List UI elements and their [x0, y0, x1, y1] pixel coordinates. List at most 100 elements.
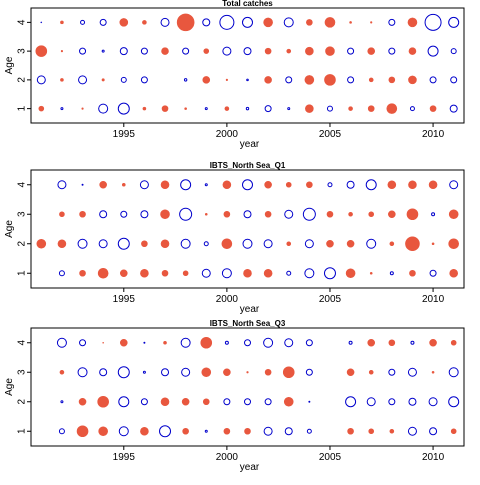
bubble-negative	[221, 268, 232, 279]
bubble-positive	[388, 210, 396, 219]
bubble-negative	[79, 339, 87, 347]
bubble-negative	[448, 396, 460, 408]
bubble-negative	[283, 17, 294, 28]
bubble-positive	[263, 268, 273, 278]
bubble-negative	[140, 76, 148, 84]
x-tick-label: 2010	[422, 452, 445, 463]
bubble-positive	[348, 106, 353, 111]
bubble-positive	[97, 395, 109, 408]
bubble-negative	[60, 107, 64, 111]
bubble-negative	[450, 48, 457, 55]
bubble-negative	[346, 180, 355, 189]
bubble-negative	[264, 398, 272, 406]
bubble-negative	[305, 368, 313, 376]
bubble-negative	[98, 103, 109, 114]
bubble-negative	[202, 18, 211, 27]
bubble-positive	[204, 212, 208, 216]
bubble-negative	[161, 368, 170, 377]
bubble-positive	[140, 268, 149, 278]
bubble-negative	[409, 106, 415, 112]
bubble-positive	[285, 181, 292, 188]
bubble-positive	[223, 427, 231, 435]
x-tick-label: 1995	[113, 294, 136, 305]
bubble-negative	[429, 427, 438, 436]
bubble-positive	[243, 268, 252, 278]
bubble-positive	[121, 182, 126, 187]
bubble-positive	[264, 368, 272, 376]
bubble-positive	[326, 210, 334, 218]
bubble-negative	[427, 45, 439, 57]
bubble-negative	[98, 239, 108, 249]
bubble-negative	[429, 76, 437, 84]
bubble-positive	[306, 181, 313, 189]
bubble-positive	[35, 45, 48, 57]
bubble-positive	[182, 427, 189, 435]
bubble-positive	[428, 180, 438, 190]
bubble-positive	[305, 104, 314, 113]
chart-title: IBTS_North Sea_Q1	[210, 161, 286, 170]
bubble-negative	[327, 182, 333, 188]
bubble-positive	[142, 106, 147, 111]
bubble-positive	[161, 105, 169, 112]
bubble-positive	[367, 338, 376, 347]
bubble-negative	[388, 18, 396, 26]
bubble-negative	[243, 47, 252, 56]
bubble-negative	[305, 339, 313, 347]
bubble-positive	[347, 427, 354, 435]
bubble-positive	[406, 208, 419, 221]
bubble-positive	[161, 269, 169, 277]
bubble-positive	[182, 270, 189, 277]
bubble-positive	[349, 21, 352, 24]
bubble-negative	[302, 207, 316, 221]
bubble-positive	[36, 238, 47, 249]
bubble-positive	[184, 107, 187, 110]
bubble-positive	[448, 238, 459, 250]
bubble-positive	[200, 336, 213, 349]
bubble-positive	[368, 369, 374, 375]
bubble-negative	[117, 366, 130, 379]
bubble-negative	[160, 17, 170, 27]
bubble-negative	[323, 267, 336, 280]
bubble-negative	[180, 179, 192, 191]
bubble-negative	[99, 210, 108, 219]
bubble-positive	[325, 46, 335, 56]
bubble-positive	[345, 268, 356, 279]
bubble-positive	[448, 209, 459, 220]
bubble-negative	[388, 47, 396, 55]
bubble-negative	[424, 13, 442, 31]
bubble-positive	[244, 427, 251, 435]
bubble-positive	[140, 426, 149, 436]
bubble-negative	[365, 179, 377, 191]
x-tick-label: 2005	[319, 452, 342, 463]
bubble-negative	[431, 212, 436, 217]
bubble-positive	[324, 17, 336, 28]
bubble-positive	[60, 20, 64, 25]
bubble-positive	[224, 106, 230, 111]
bubble-negative	[407, 367, 417, 377]
bubble-positive	[60, 50, 64, 53]
bubble-negative	[219, 14, 235, 30]
bubble-negative	[99, 18, 107, 26]
bubble-negative	[450, 76, 458, 84]
bubble-positive	[160, 209, 170, 220]
bubble-positive	[368, 428, 375, 435]
bubble-positive	[389, 428, 395, 434]
bubble-negative	[389, 271, 394, 276]
x-tick-label: 2010	[422, 294, 445, 305]
bubble-positive	[102, 341, 104, 344]
bubble-positive	[202, 76, 211, 84]
bubble-negative	[224, 340, 229, 345]
bubble-positive	[370, 21, 373, 24]
bubble-negative	[304, 239, 314, 249]
bubble-positive	[326, 239, 334, 248]
bubble-negative	[118, 426, 129, 437]
bubble-positive	[283, 396, 294, 407]
bubble-negative	[181, 367, 191, 377]
bubble-negative	[410, 340, 415, 345]
y-tick-label: 4	[17, 182, 28, 188]
bubble-negative	[204, 429, 208, 433]
y-axis-label: Age	[4, 378, 15, 396]
bubble-negative	[223, 398, 231, 406]
bubble-positive	[203, 48, 210, 54]
